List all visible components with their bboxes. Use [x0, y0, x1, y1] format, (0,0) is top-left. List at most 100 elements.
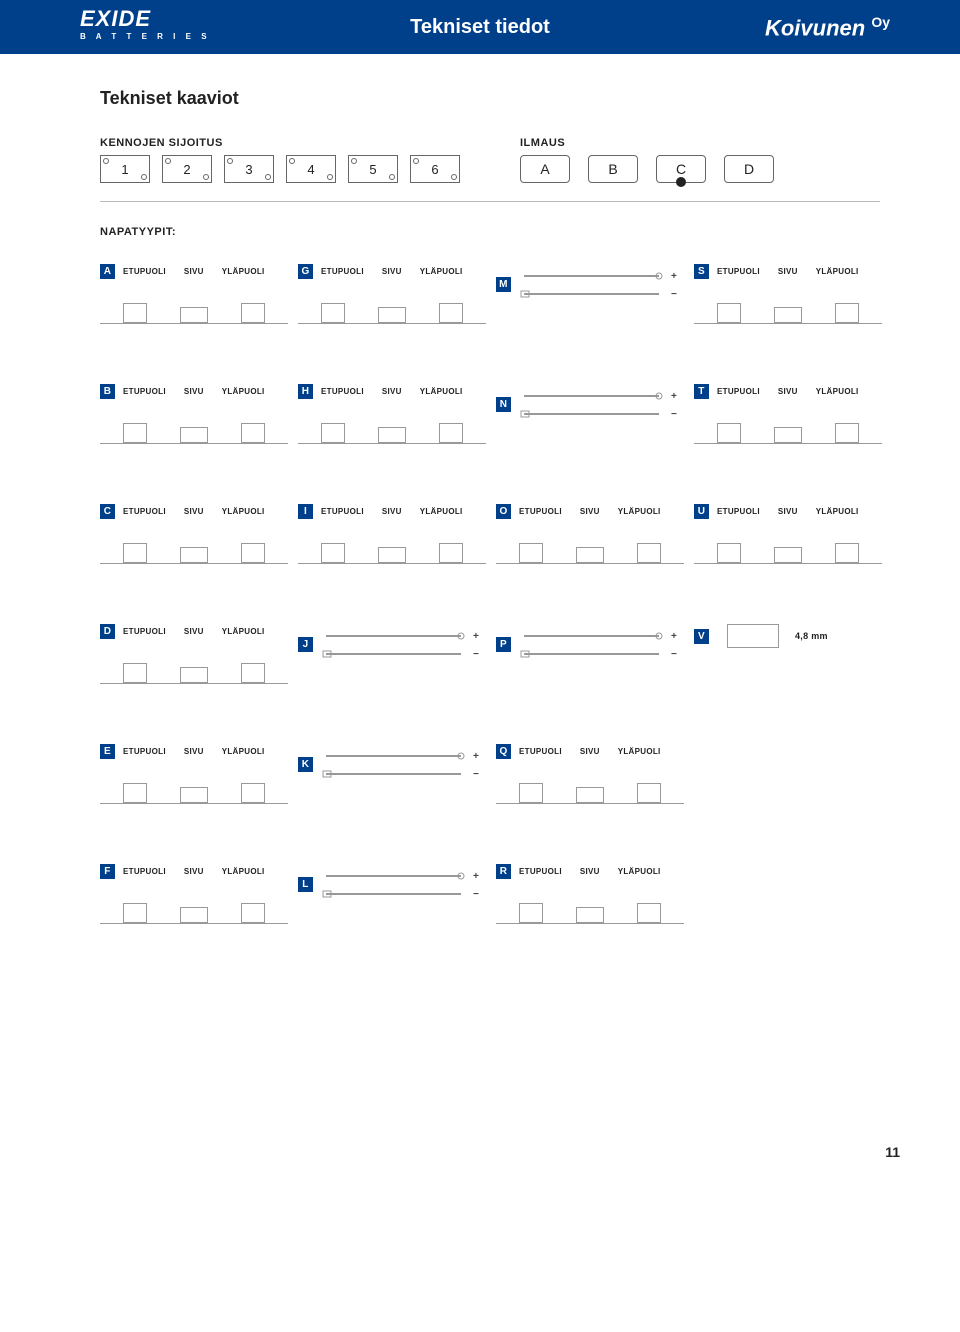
- view-label: YLÄPUOLI: [222, 507, 265, 516]
- terminal-tag-row: M + −: [496, 264, 684, 304]
- ilmaus-items: ABCD: [520, 155, 774, 183]
- view-label: SIVU: [382, 387, 402, 396]
- view-label: YLÄPUOLI: [618, 507, 661, 516]
- shape-icon: [241, 663, 265, 683]
- koivunen-logo: Koivunen Oy: [765, 14, 890, 41]
- terminal-drawing: [100, 883, 288, 924]
- view-label: ETUPUOLI: [519, 747, 562, 756]
- kennot-box: 1: [100, 155, 150, 183]
- shape-icon: [774, 307, 802, 323]
- terminal-tag-row: CETUPUOLISIVUYLÄPUOLI: [100, 504, 288, 519]
- svg-text:+: +: [473, 751, 479, 762]
- shape-icon: [835, 423, 859, 443]
- view-label: YLÄPUOLI: [222, 627, 265, 636]
- view-label: YLÄPUOLI: [222, 867, 265, 876]
- shape-icon: [439, 303, 463, 323]
- terminal-tag: M: [496, 277, 511, 292]
- shape-icon: [321, 423, 345, 443]
- shape-icon: [123, 423, 147, 443]
- napatyypit-heading: NAPATYYPIT:: [100, 226, 880, 238]
- view-label: ETUPUOLI: [123, 507, 166, 516]
- shape-icon: [637, 903, 661, 923]
- shape-icon: [123, 663, 147, 683]
- view-label: ETUPUOLI: [717, 387, 760, 396]
- shape-icon: [123, 303, 147, 323]
- terminal-cell: DETUPUOLISIVUYLÄPUOLI: [100, 624, 288, 684]
- terminal-tag-row: GETUPUOLISIVUYLÄPUOLI: [298, 264, 486, 279]
- terminal-tag: I: [298, 504, 313, 519]
- shape-icon: [378, 307, 406, 323]
- top-row: KENNOJEN SIJOITUS 123456 ILMAUS ABCD: [100, 137, 880, 183]
- shape-icon: [180, 427, 208, 443]
- terminal-tag-row: QETUPUOLISIVUYLÄPUOLI: [496, 744, 684, 759]
- view-label: YLÄPUOLI: [420, 507, 463, 516]
- view-label: SIVU: [184, 507, 204, 516]
- wire-icon: +−: [321, 744, 481, 784]
- view-label: SIVU: [184, 627, 204, 636]
- view-label: SIVU: [580, 507, 600, 516]
- exide-brand-text: EXIDE: [80, 6, 211, 32]
- view-label: YLÄPUOLI: [222, 387, 265, 396]
- svg-text:+: +: [671, 391, 677, 402]
- view-label: YLÄPUOLI: [222, 267, 265, 276]
- view-label: ETUPUOLI: [123, 747, 166, 756]
- svg-text:+: +: [671, 271, 677, 282]
- terminal-cell: UETUPUOLISIVUYLÄPUOLI: [694, 504, 882, 564]
- svg-text:−: −: [671, 649, 677, 660]
- shape-icon: [637, 543, 661, 563]
- shape-icon: [180, 907, 208, 923]
- ilmaus-box: B: [588, 155, 638, 183]
- shape-icon: [123, 543, 147, 563]
- terminal-cell: OETUPUOLISIVUYLÄPUOLI: [496, 504, 684, 564]
- terminal-tag: S: [694, 264, 709, 279]
- view-label: YLÄPUOLI: [816, 387, 859, 396]
- terminal-cell: FETUPUOLISIVUYLÄPUOLI: [100, 864, 288, 924]
- shape-icon: [835, 303, 859, 323]
- terminal-tag-row: OETUPUOLISIVUYLÄPUOLI: [496, 504, 684, 519]
- view-label: YLÄPUOLI: [816, 267, 859, 276]
- shape-icon: [123, 783, 147, 803]
- view-label: ETUPUOLI: [717, 267, 760, 276]
- terminal-cell: M + −: [496, 264, 684, 324]
- connector-icon: [727, 624, 779, 648]
- ilmaus-box: C: [656, 155, 706, 183]
- terminal-tag: L: [298, 877, 313, 892]
- view-label: SIVU: [778, 267, 798, 276]
- terminal-cell: S ETUPUOLI SIVU YLÄPUOLI: [694, 264, 882, 324]
- terminal-cell: K +−: [298, 744, 486, 804]
- terminal-cell: IETUPUOLISIVUYLÄPUOLI: [298, 504, 486, 564]
- terminal-drawing: [298, 403, 486, 444]
- koivunen-suffix: Oy: [871, 14, 890, 30]
- view-label: ETUPUOLI: [519, 507, 562, 516]
- terminal-drawing: [100, 403, 288, 444]
- terminal-tag: B: [100, 384, 115, 399]
- view-label: YLÄPUOLI: [420, 267, 463, 276]
- terminal-tag-row: L +−: [298, 864, 486, 904]
- view-label: SIVU: [778, 507, 798, 516]
- shape-icon: [321, 543, 345, 563]
- terminal-tag: D: [100, 624, 115, 639]
- terminal-drawing: [100, 643, 288, 684]
- kennot-heading: KENNOJEN SIJOITUS: [100, 137, 460, 149]
- terminal-drawing: [496, 523, 684, 564]
- terminal-tag: E: [100, 744, 115, 759]
- terminal-cell: EETUPUOLISIVUYLÄPUOLI: [100, 744, 288, 804]
- terminal-cell: J+−: [298, 624, 486, 684]
- view-label: YLÄPUOLI: [618, 867, 661, 876]
- svg-text:−: −: [473, 889, 479, 900]
- view-label: ETUPUOLI: [321, 387, 364, 396]
- section-title: Tekniset kaaviot: [100, 88, 880, 109]
- terminal-tag: T: [694, 384, 709, 399]
- terminal-cell: BETUPUOLISIVUYLÄPUOLI: [100, 384, 288, 444]
- shape-icon: [835, 543, 859, 563]
- terminal-cell: TETUPUOLISIVUYLÄPUOLI: [694, 384, 882, 444]
- shape-icon: [519, 783, 543, 803]
- shape-icon: [576, 787, 604, 803]
- svg-text:−: −: [671, 289, 677, 300]
- empty-cell: [694, 744, 882, 804]
- wire-icon: +−: [321, 864, 481, 904]
- terminal-tag: F: [100, 864, 115, 879]
- terminal-tag-row: K +−: [298, 744, 486, 784]
- terminal-tag: V: [694, 629, 709, 644]
- terminal-tag: K: [298, 757, 313, 772]
